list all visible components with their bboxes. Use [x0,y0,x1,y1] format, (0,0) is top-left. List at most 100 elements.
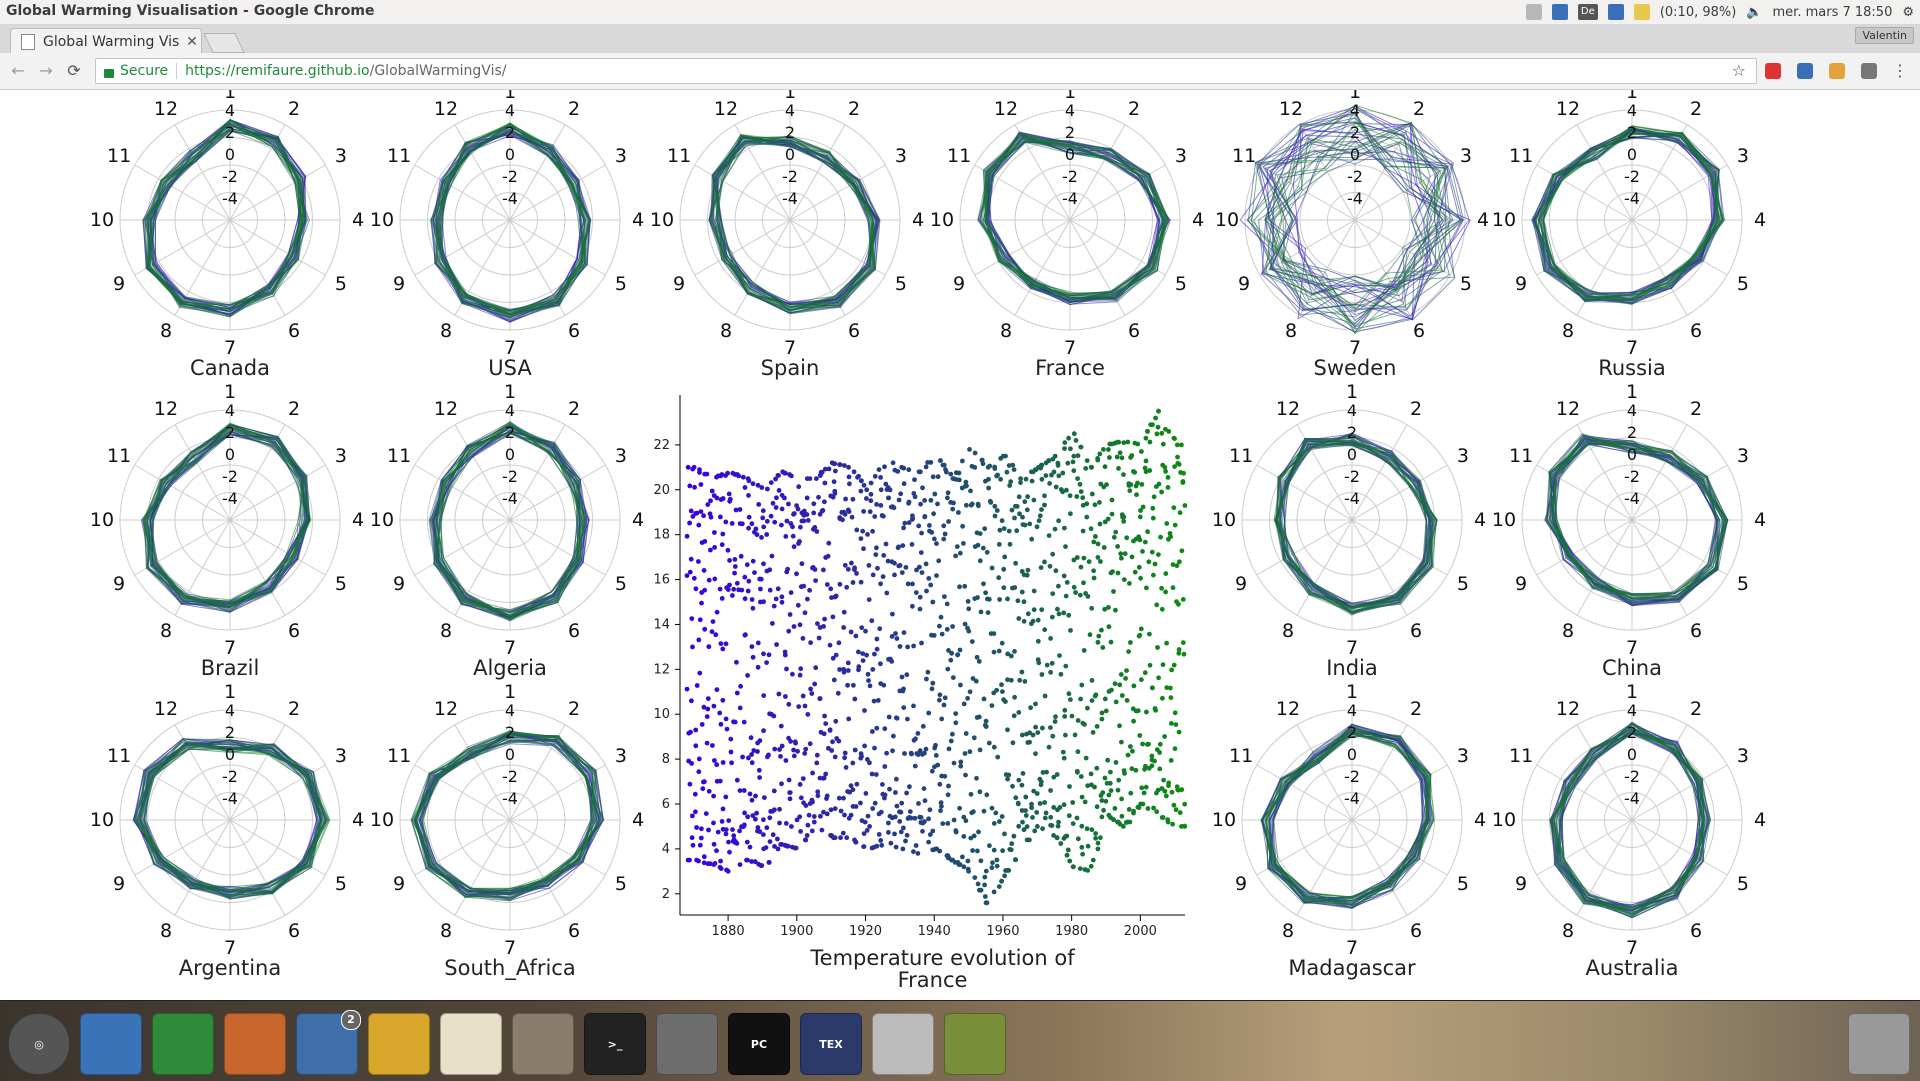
radar-spoke [1631,724,1688,821]
extension-icon[interactable] [1861,63,1877,79]
texmaker-icon[interactable]: TEX [800,1013,862,1075]
y-tick-label: 6 [662,797,670,812]
scatter-point [808,640,813,646]
scatter-point [1023,813,1029,818]
scatter-point [972,450,978,456]
gear-icon[interactable]: ⚙ [1902,4,1914,20]
scatter-point [918,815,924,820]
scatter-point [1068,628,1073,633]
scatter-point [1023,476,1029,482]
files-icon[interactable] [1525,4,1542,20]
forward-icon[interactable]: → [39,61,53,80]
terminal-icon[interactable]: >_ [584,1013,646,1075]
image-viewer-icon[interactable] [80,1013,142,1075]
scatter-point [696,522,702,528]
thunderbird-icon[interactable]: 2 [296,1010,361,1075]
scatter-point [971,809,976,815]
scatter-point [1128,790,1134,796]
month-label: 9 [113,273,125,295]
tab-global-warming[interactable]: Global Warming Vis ✕ [10,28,202,54]
y-tick-label: 12 [653,662,670,677]
scatter-point [824,582,830,587]
scatter-point [854,571,859,576]
scatter-point [1173,722,1179,727]
scatter-point [1033,724,1038,730]
reload-icon[interactable]: ⟳ [67,61,81,80]
scatter-point [1145,529,1150,535]
files-icon[interactable] [512,1013,574,1075]
volume-icon[interactable]: 🔈 [1746,4,1763,20]
scatter-point [1119,796,1124,802]
back-icon[interactable]: ← [11,61,25,80]
scatter-point [774,642,779,647]
scatter-point [691,464,697,470]
radar-tick-label: -4 [1624,489,1640,508]
scatter-point [750,605,756,611]
adblock-icon[interactable] [1765,63,1781,79]
scatter-point [757,829,763,835]
trash-icon[interactable] [1848,1013,1910,1075]
new-tab-button[interactable] [203,33,245,53]
profile-button[interactable]: Valentin [1855,27,1914,44]
scatter-point [1103,708,1109,714]
system-monitor-icon[interactable] [944,1013,1006,1075]
scatter-point [987,498,993,504]
search-icon[interactable] [1551,4,1568,20]
spreadsheet-icon[interactable] [152,1013,214,1075]
scatter-point [1172,436,1177,441]
bookmark-star-icon[interactable]: ☆ [1731,61,1746,80]
radar-tick-label: 2 [505,723,515,742]
scatter-point [831,677,837,683]
radar-spoke [1069,124,1126,221]
battery-status[interactable]: (0:10, 98%) [1659,4,1737,20]
scatter-point [1111,534,1117,540]
scatter-point [842,755,847,761]
scatter-point [795,748,800,754]
scatter-point [926,816,931,822]
keyboard-layout-indicator[interactable]: De [1577,4,1598,20]
month-label: 6 [1690,920,1702,942]
month-label: 8 [1562,920,1574,942]
mail-icon[interactable] [1633,4,1650,20]
mixer-icon[interactable] [656,1013,718,1075]
scatter-point [1062,707,1068,713]
scatter-point [1061,802,1067,808]
scatter-point [967,447,972,452]
month-label: 6 [288,620,300,642]
scatter-point [946,648,951,653]
scatter-point [737,705,743,711]
scatter-point [1079,844,1085,850]
radar-year-line [1542,129,1720,303]
scatter-point [1128,640,1133,645]
pycharm-icon[interactable]: PC [728,1013,790,1075]
clock[interactable]: mer. mars 7 18:50 [1772,4,1893,20]
scatter-point [1121,577,1127,582]
extension-icon[interactable] [1829,63,1845,79]
presentation-icon[interactable] [224,1013,286,1075]
chrome-icon[interactable] [368,1013,430,1075]
network-icon[interactable] [1607,4,1624,20]
month-label: 2 [848,98,860,120]
ubuntu-dash-icon[interactable]: ◎ [8,1013,70,1075]
radar-tick-label: -2 [1347,167,1363,186]
scatter-point [1121,440,1127,446]
scatter-point [850,496,856,502]
scatter-point [771,713,777,719]
scatter-point [858,800,863,806]
scatter-point [965,599,971,604]
scatter-point [1152,561,1158,567]
extension-icon[interactable] [1797,63,1813,79]
address-bar[interactable]: Secure https://remifaure.github.io/Globa… [95,58,1757,84]
close-icon[interactable]: ✕ [186,33,198,50]
scatter-point [764,532,770,537]
scatter-point [826,540,832,546]
scatter-point [1089,698,1095,703]
scatter-point [942,594,947,599]
archive-icon[interactable] [872,1013,934,1075]
scatter-point [760,508,766,514]
scatter-point [958,759,964,765]
window-title: Global Warming Visualisation - Google Ch… [6,3,375,19]
scatter-point [903,565,909,570]
menu-icon[interactable]: ⋮ [1892,61,1908,80]
text-editor-icon[interactable] [440,1013,502,1075]
